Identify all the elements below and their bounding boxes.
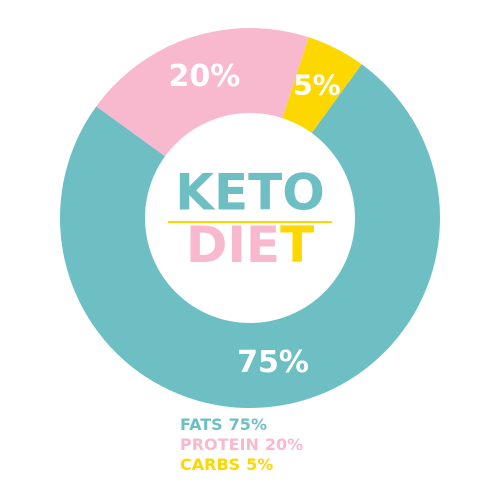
donut: 75% 20% 5%: [60, 28, 441, 409]
legend: FATS 75%PROTEIN 20% CARBS 5%: [180, 415, 303, 474]
donut-segment: [96, 28, 309, 157]
legend-label: PROTEIN: [180, 435, 259, 454]
legend-label: CARBS: [180, 455, 240, 474]
legend-value: 75%: [229, 415, 267, 434]
legend-value: 5%: [246, 455, 273, 474]
legend-entry: PROTEIN 20%: [180, 435, 303, 454]
legend-value: 20%: [265, 435, 303, 454]
chart-title: KETO: [175, 164, 325, 222]
chart-subtitle: DIET: [186, 216, 314, 274]
donut-segment: [282, 37, 362, 134]
legend-label: FATS: [180, 415, 223, 434]
segment-label: 75%: [237, 345, 309, 380]
legend-entry: FATS 75%: [180, 415, 267, 434]
segment-label: 5%: [293, 69, 341, 102]
segment-label: 20%: [169, 59, 241, 94]
legend-entry: CARBS 5%: [180, 455, 273, 474]
donut-segment: [60, 64, 441, 409]
